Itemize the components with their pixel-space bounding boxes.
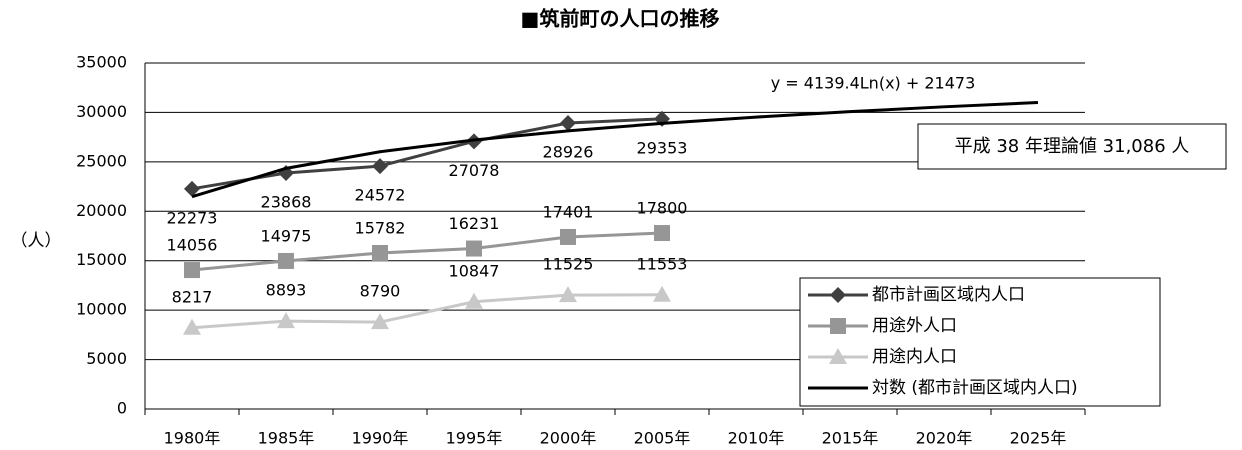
y-tick-label: 5000 xyxy=(86,349,127,368)
y-tick-label: 35000 xyxy=(76,53,127,72)
data-point xyxy=(654,225,670,242)
data-point xyxy=(184,180,200,197)
series-line xyxy=(191,117,663,191)
x-tick-label: 2010年 xyxy=(728,429,785,448)
legend-marker xyxy=(830,287,846,303)
data-label: 8790 xyxy=(360,282,401,301)
data-label: 10847 xyxy=(449,261,500,280)
data-point xyxy=(184,262,200,279)
y-tick-label: 20000 xyxy=(76,201,127,220)
y-tick-label: 0 xyxy=(117,399,127,418)
data-point xyxy=(372,158,388,175)
series-line xyxy=(191,293,663,330)
data-label: 15782 xyxy=(355,218,406,237)
series-line xyxy=(191,231,663,272)
legend-label: 用途内人口 xyxy=(872,347,957,367)
x-tick-label: 2015年 xyxy=(822,429,879,448)
data-point xyxy=(466,240,482,257)
data-point xyxy=(560,115,576,132)
chart-title: ■筑前町の人口の推移 xyxy=(521,7,720,31)
data-point xyxy=(465,292,483,309)
x-tick-label: 1980年 xyxy=(164,429,221,448)
x-tick-label: 1995年 xyxy=(446,429,503,448)
data-label: 17401 xyxy=(543,202,594,221)
data-point xyxy=(560,228,576,245)
data-point xyxy=(372,244,388,261)
data-point xyxy=(183,318,201,335)
y-tick-label: 10000 xyxy=(76,300,127,319)
data-label: 14975 xyxy=(261,226,312,245)
data-label: 24572 xyxy=(355,186,406,205)
data-point xyxy=(277,312,295,329)
data-point xyxy=(278,252,294,269)
data-label: 29353 xyxy=(637,138,688,157)
legend-label: 都市計画区域内人口 xyxy=(872,285,1025,305)
y-tick-label: 15000 xyxy=(76,250,127,269)
data-point xyxy=(653,285,671,302)
data-point xyxy=(371,313,389,330)
y-tick-label: 25000 xyxy=(76,151,127,170)
data-label: 8893 xyxy=(266,281,307,300)
data-label: 11525 xyxy=(543,255,594,274)
x-tick-label: 2020年 xyxy=(916,429,973,448)
data-label: 17800 xyxy=(637,199,688,218)
y-tick-label: 30000 xyxy=(76,102,127,121)
data-label: 27078 xyxy=(449,161,500,180)
x-tick-label: 2025年 xyxy=(1010,429,1067,448)
trend-equation: y = 4139.4Ln(x) + 21473 xyxy=(771,74,976,93)
x-tick-label: 1985年 xyxy=(258,429,315,448)
y-axis-label: （人） xyxy=(11,231,62,251)
legend-label: 用途外人口 xyxy=(872,316,957,336)
legend-box xyxy=(799,277,1161,407)
data-point xyxy=(559,286,577,303)
annotation-box xyxy=(917,123,1227,170)
x-tick-label: 2005年 xyxy=(634,429,691,448)
data-label: 22273 xyxy=(167,208,218,227)
data-label: 8217 xyxy=(172,287,213,306)
data-label: 11553 xyxy=(637,254,688,273)
legend-label: 対数 (都市計画区域内人口) xyxy=(872,378,1078,398)
x-tick-label: 1990年 xyxy=(352,429,409,448)
data-label: 23868 xyxy=(261,193,312,212)
trendline xyxy=(191,101,1039,199)
legend-marker xyxy=(829,348,847,364)
annotation: 平成 38 年理論値 31,086 人 xyxy=(955,136,1190,157)
data-label: 16231 xyxy=(449,214,500,233)
data-label: 28926 xyxy=(543,143,594,162)
legend-marker xyxy=(830,318,846,334)
x-tick-label: 2000年 xyxy=(540,429,597,448)
data-label: 14056 xyxy=(167,236,218,255)
